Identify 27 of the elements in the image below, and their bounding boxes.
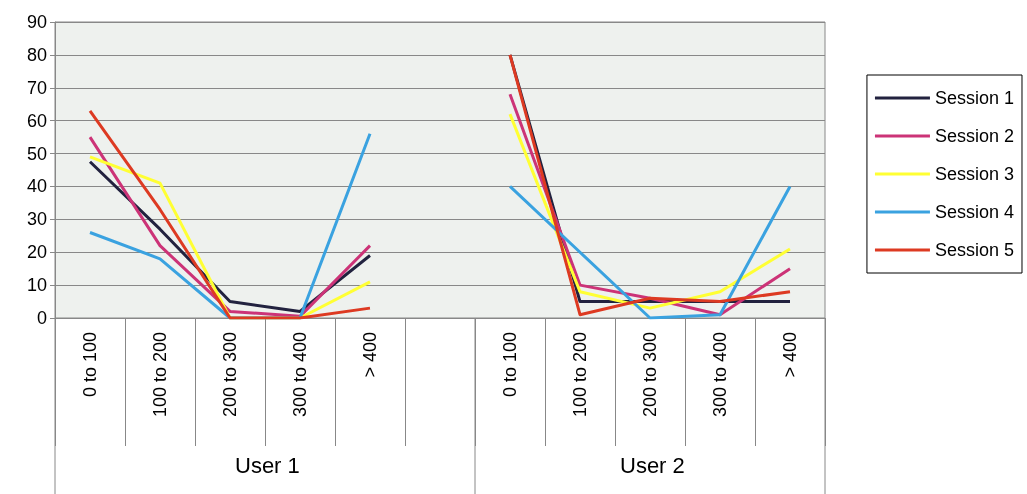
legend-label: Session 1 [934,88,1015,108]
legend-label: Session 3 [934,164,1015,184]
y-tick-label: 0 [36,308,47,328]
x-tick-label: 0 to 100 [80,332,100,398]
y-tick-label: 80 [26,44,47,65]
legend-label: Session 5 [934,240,1015,260]
legend-label: Session 4 [934,202,1015,222]
y-tick-label: 30 [26,209,47,230]
y-tick-label: 50 [26,143,47,164]
x-tick-label: > 400 [360,332,380,378]
x-tick-label: 200 to 300 [640,332,660,418]
x-tick-label: 100 to 200 [150,332,170,418]
x-tick-label: 300 to 400 [710,332,730,418]
y-tick-label: 70 [26,77,47,98]
text: User 2 [620,452,685,478]
x-tick-label: 100 to 200 [570,332,590,418]
x-tick-label: > 400 [780,332,800,378]
y-tick-label: 10 [26,275,47,296]
text: User 1 [235,452,300,478]
y-tick-label: 20 [26,242,47,263]
x-tick-label: 300 to 400 [290,332,310,418]
x-tick-label: 0 to 100 [500,332,520,398]
x-tick-label: 200 to 300 [220,332,240,418]
y-tick-label: 90 [26,12,47,32]
y-tick-label: 60 [26,110,47,131]
legend-label: Session 2 [934,126,1015,146]
y-tick-label: 40 [26,176,47,197]
